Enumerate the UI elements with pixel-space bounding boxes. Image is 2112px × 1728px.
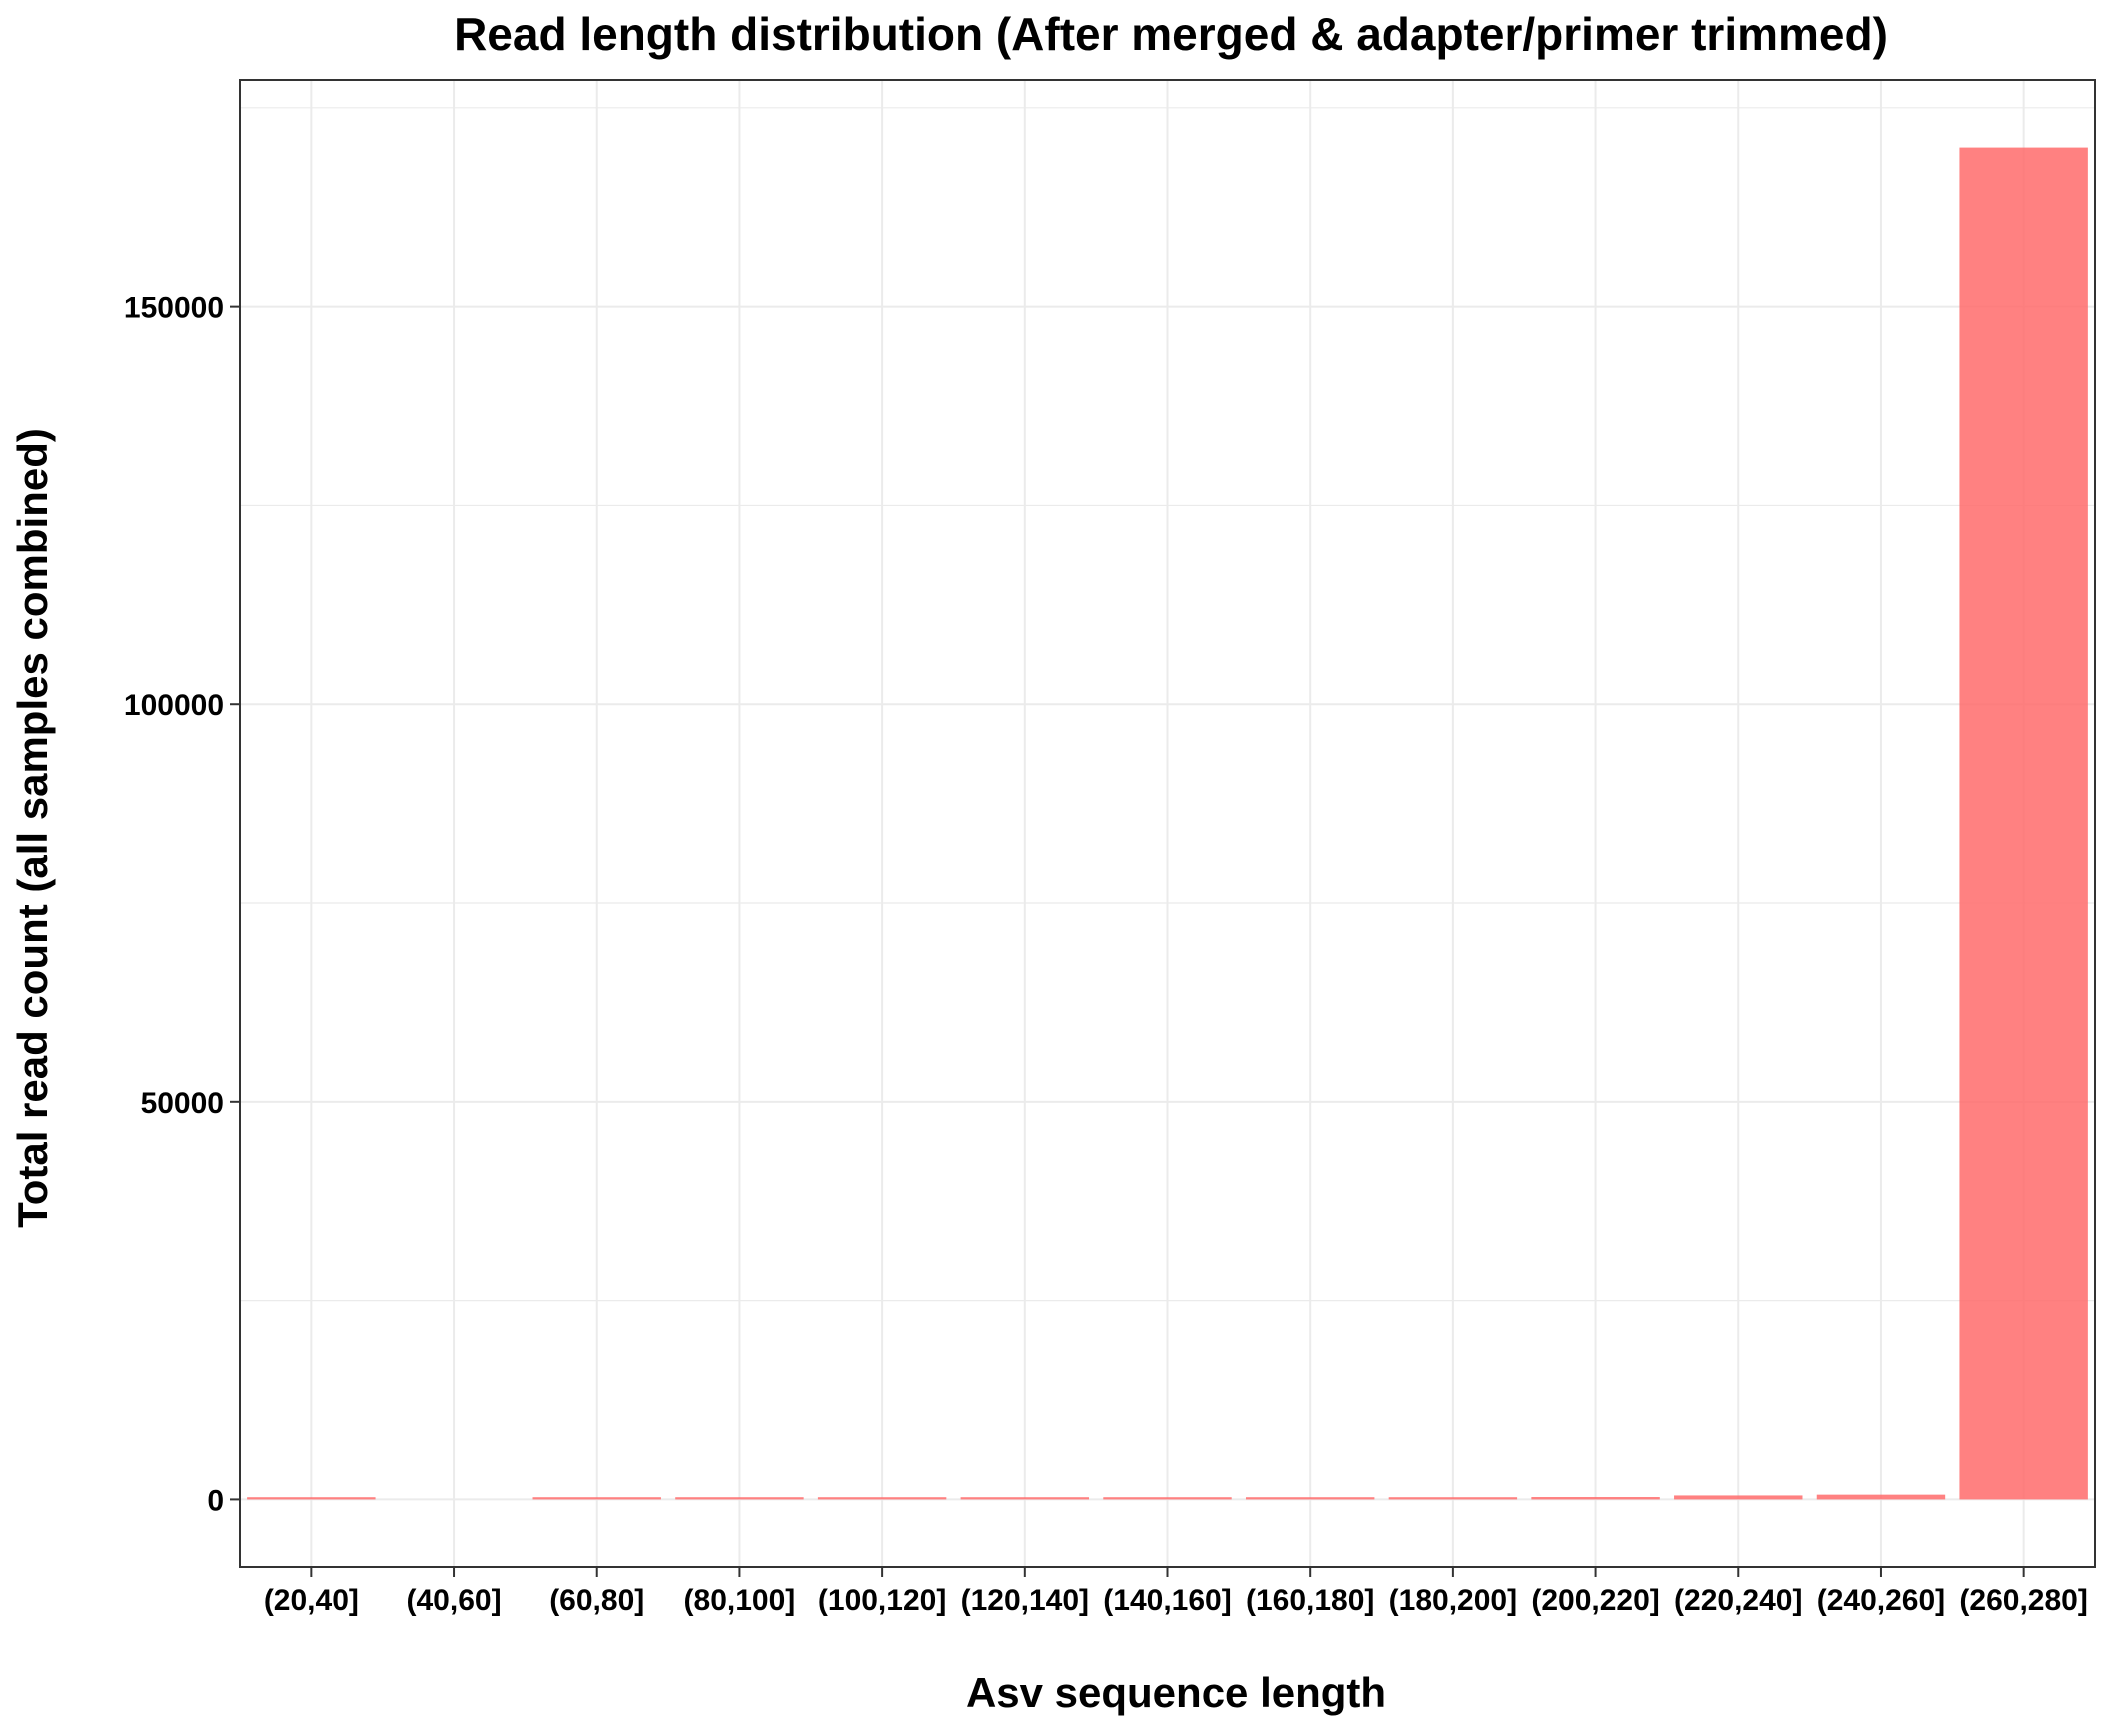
x-tick-label: (200,220] — [1531, 1584, 1659, 1617]
x-tick-label: (240,260] — [1817, 1584, 1945, 1617]
x-tick-label: (40,60] — [407, 1584, 502, 1617]
bar-(100,120] — [817, 1497, 947, 1500]
y-axis-title: Total read count (all samples combined) — [9, 428, 56, 1228]
x-tick-label: (160,180] — [1246, 1584, 1374, 1617]
x-tick-label: (60,80] — [549, 1584, 644, 1617]
x-tick-label: (80,100] — [684, 1584, 796, 1617]
bar-(120,140] — [960, 1497, 1090, 1500]
x-tick-label: (20,40] — [264, 1584, 359, 1617]
bar-(200,220] — [1531, 1497, 1660, 1500]
x-tick-label: (220,240] — [1674, 1584, 1802, 1617]
x-tick-label: (260,280] — [1959, 1584, 2087, 1617]
bar-(80,100] — [675, 1497, 804, 1500]
x-tick-label: (180,200] — [1389, 1584, 1517, 1617]
y-tick-label: 150000 — [124, 292, 224, 325]
x-tick-label: (100,120] — [818, 1584, 946, 1617]
y-tick-label: 50000 — [141, 1087, 224, 1120]
bar-(220,240] — [1674, 1495, 1803, 1500]
x-axis: (20,40] (40,60] (60,80] (80,100] (100,120] (1… — [264, 1567, 2088, 1617]
y-tick-label: 100000 — [124, 689, 224, 722]
bar-(180,200] — [1388, 1497, 1518, 1500]
bar-(20,40] — [247, 1497, 376, 1500]
grid-major — [240, 80, 2095, 1567]
bar-(240,260] — [1816, 1494, 1946, 1500]
x-tick-label: (140,160] — [1103, 1584, 1231, 1617]
y-axis: 0 50000 100000 150000 — [124, 292, 240, 1517]
y-tick-label: 0 — [207, 1484, 224, 1517]
x-axis-title: Asv sequence length — [966, 1669, 1386, 1716]
chart-title: Read length distribution (After merged &… — [454, 8, 1888, 60]
bar-(260,280] — [1959, 147, 2088, 1500]
bars — [247, 147, 2088, 1500]
bar-(60,80] — [532, 1497, 661, 1500]
x-tick-label: (120,140] — [961, 1584, 1089, 1617]
bar-(140,160] — [1103, 1497, 1232, 1500]
bar-(160,180] — [1245, 1497, 1375, 1500]
